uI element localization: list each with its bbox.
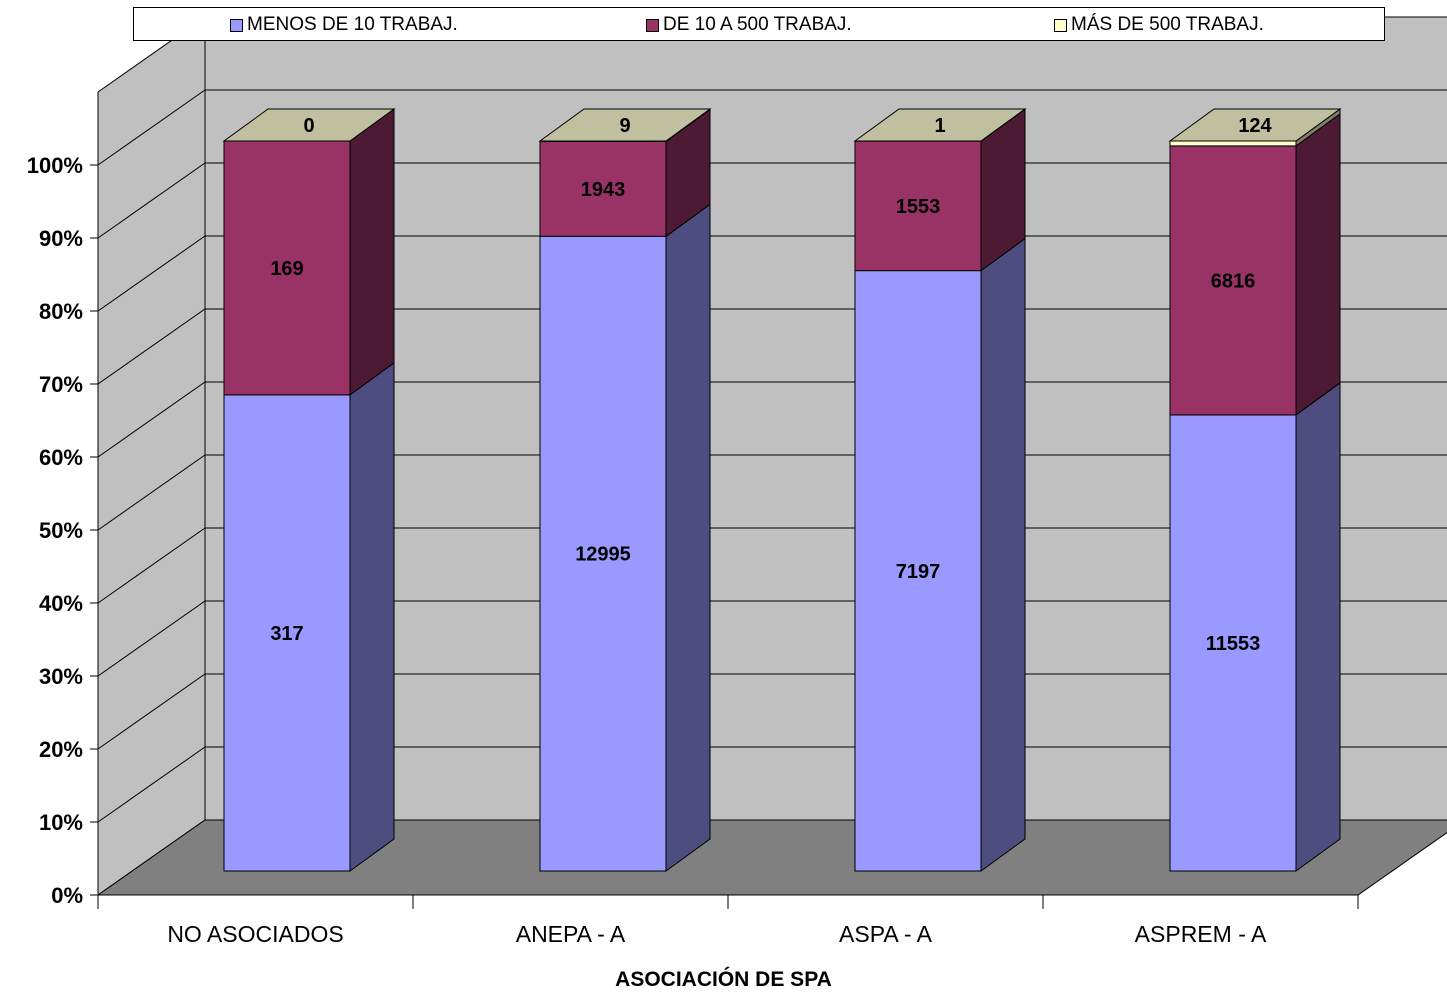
y-tick-label: 80% [39, 299, 83, 324]
x-tick-label: ASPREM - A [1135, 921, 1267, 947]
bar-top-face [1168, 108, 1342, 142]
y-tick-label: 0% [51, 883, 83, 908]
legend-swatch-de-10-a-500 [646, 18, 659, 32]
legend-label-mas-de-500: MÁS DE 500 TRABAJ. [1071, 14, 1264, 35]
bar-segment-front [223, 140, 351, 396]
bar-top-face [853, 108, 1027, 142]
y-tick-label: 50% [39, 518, 83, 543]
gridlines [90, 89, 1447, 909]
x-axis-tick-labels: NO ASOCIADOS ANEPA - A ASPA - A ASPREM - A [167, 921, 1267, 947]
y-tick-label: 70% [39, 372, 83, 397]
gridline [97, 308, 1447, 385]
y-tick-label: 90% [39, 226, 83, 251]
legend: MENOS DE 10 TRABAJ. DE 10 A 500 TRABAJ. … [133, 7, 1385, 41]
data-labels: 317 169 0 12995 1943 9 7197 1553 1 11553 6816 124 [270, 115, 1272, 655]
data-label: 1943 [581, 179, 626, 201]
data-label: 317 [270, 623, 303, 645]
chart-walls [96, 16, 1447, 896]
gridline [97, 235, 1447, 312]
data-label-top: 9 [619, 115, 630, 137]
legend-item-menos-de-10: MENOS DE 10 TRABAJ. [230, 8, 458, 42]
x-tick-label: ASPA - A [839, 921, 933, 947]
data-label: 7197 [896, 561, 941, 583]
x-tick-label: NO ASOCIADOS [167, 921, 343, 947]
gridline [97, 454, 1447, 531]
data-label-top: 124 [1238, 115, 1272, 137]
bar-segment-front [539, 235, 667, 872]
data-label: 12995 [575, 544, 631, 566]
legend-label-menos-de-10: MENOS DE 10 TRABAJ. [247, 14, 458, 35]
bar-segment-front [854, 270, 982, 872]
y-tick-label: 20% [39, 737, 83, 762]
gridline [97, 89, 1447, 166]
bar-top-face [222, 108, 396, 142]
gridline [97, 746, 1447, 823]
gridline [97, 673, 1447, 750]
legend-label-de-10-a-500: DE 10 A 500 TRABAJ. [663, 14, 852, 35]
y-tick-label: 30% [39, 664, 83, 689]
bar-segment-front [854, 140, 982, 272]
x-axis-title: ASOCIACIÓN DE SPA [615, 968, 832, 991]
legend-swatch-mas-de-500 [1054, 18, 1067, 32]
y-tick-label: 10% [39, 810, 83, 835]
bar-segment-side [1295, 112, 1341, 416]
data-label: 1553 [896, 196, 941, 218]
y-axis-tick-labels: 0% 10% 20% 30% 40% 50% 60% 70% 80% 90% 100% [27, 153, 83, 908]
gridline [97, 527, 1447, 604]
side-wall [97, 16, 206, 896]
data-label: 169 [270, 258, 303, 280]
bar-top-face [538, 108, 712, 142]
data-label-top: 0 [303, 115, 314, 137]
y-tick-label: 40% [39, 591, 83, 616]
bar-segment-front [1169, 140, 1297, 147]
x-tick-label: ANEPA - A [516, 921, 626, 947]
data-label: 6816 [1211, 270, 1256, 292]
bar-segment-front [1169, 414, 1297, 872]
y-tick-label: 60% [39, 445, 83, 470]
gridline [97, 162, 1447, 239]
bar-segment-side [349, 108, 395, 396]
data-label: 11553 [1206, 633, 1261, 655]
legend-swatch-menos-de-10 [230, 18, 243, 32]
bar-segment-side [349, 361, 395, 872]
bar-segment-side [1295, 381, 1341, 872]
gridline [97, 600, 1447, 677]
y-tick-label: 100% [27, 153, 83, 178]
bar-segment-front [539, 140, 667, 237]
data-label-top: 1 [934, 115, 945, 137]
bar-segment-side [665, 203, 711, 872]
bars [222, 108, 1342, 872]
bar-segment-side [980, 237, 1026, 872]
gridline [97, 381, 1447, 458]
legend-item-mas-de-500: MÁS DE 500 TRABAJ. [1054, 8, 1264, 42]
legend-item-de-10-a-500: DE 10 A 500 TRABAJ. [646, 8, 852, 42]
